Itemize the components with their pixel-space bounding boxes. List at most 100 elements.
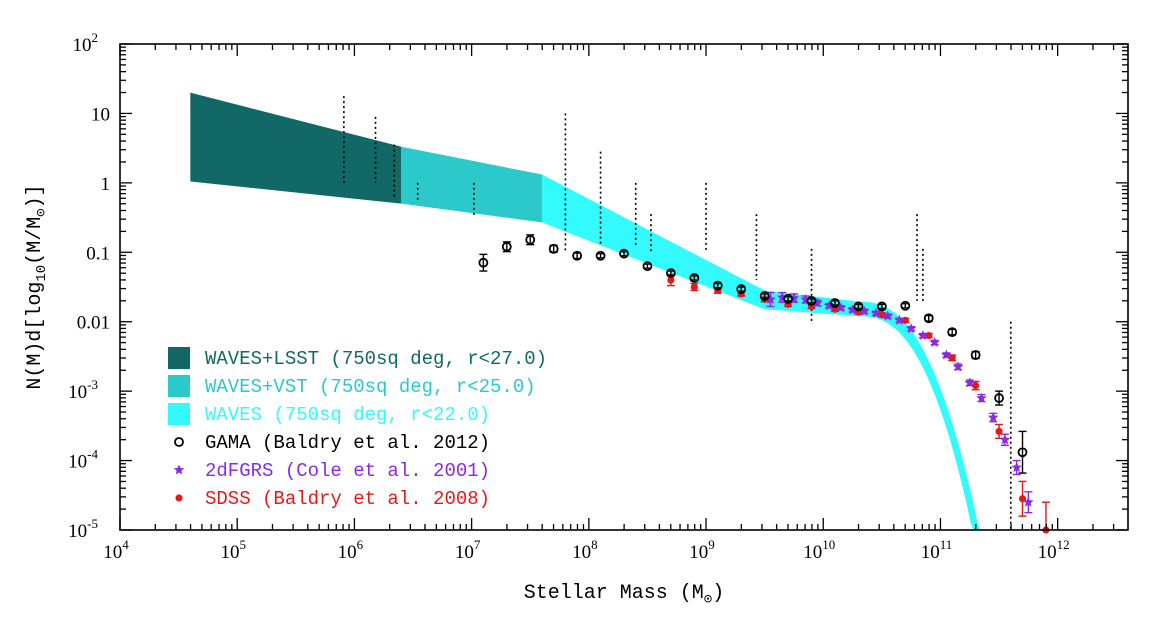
data-point <box>905 323 917 334</box>
data-point <box>572 250 583 261</box>
data-point <box>894 314 905 325</box>
x-tick-exponent: 9 <box>708 537 715 552</box>
data-point <box>642 261 653 272</box>
data-point <box>690 283 698 291</box>
data-point <box>947 327 958 338</box>
data-point <box>859 305 870 316</box>
band-waves-vst <box>401 146 542 223</box>
data-point <box>478 257 489 268</box>
y-tick-base: 10 <box>68 521 87 542</box>
y-tick-base: 10 <box>73 35 92 56</box>
y-tick-label: 10 <box>91 104 110 125</box>
data-point <box>972 381 980 390</box>
plot-area <box>190 92 1050 534</box>
y-tick-exponent: -4 <box>87 447 98 462</box>
x-tick-base: 10 <box>921 542 940 563</box>
data-point <box>501 241 512 252</box>
data-point <box>941 349 952 360</box>
data-point <box>925 332 933 340</box>
legend-label: WAVES+LSST (750sq deg, r<27.0) <box>205 348 547 370</box>
data-point <box>619 248 629 259</box>
x-tick-exponent: 8 <box>591 537 598 552</box>
data-point <box>876 301 887 312</box>
band-waves-lsst <box>190 92 402 204</box>
data-point <box>1023 496 1034 507</box>
y-tick-label: 10-4 <box>68 447 98 473</box>
x-tick-exponent: 10 <box>822 537 835 552</box>
legend-label: WAVES+VST (750sq deg, r<25.0) <box>205 376 536 398</box>
data-point <box>525 234 536 245</box>
data-point <box>870 307 882 318</box>
data-point <box>830 298 840 308</box>
data-point <box>882 310 893 321</box>
legend-swatch <box>168 347 190 369</box>
x-tick-base: 10 <box>338 542 357 563</box>
data-point <box>999 434 1011 445</box>
y-tick-label: 1 <box>101 174 111 195</box>
data-point <box>667 276 675 284</box>
data-point <box>900 300 911 311</box>
y-tick-base: 10 <box>68 452 87 473</box>
data-point <box>806 295 817 306</box>
data-point <box>595 250 606 261</box>
x-tick-base: 10 <box>455 542 474 563</box>
legend-marker <box>175 494 183 502</box>
data-point <box>976 392 987 403</box>
y-tick-exponent: 2 <box>92 30 99 45</box>
legend: WAVES+LSST (750sq deg, r<27.0) WAVES+VST … <box>168 347 547 510</box>
legend-swatch <box>168 403 190 425</box>
series-filled-circle <box>666 273 1050 534</box>
data-point <box>952 361 964 372</box>
x-axis: 104 105 106 107 108 109 1010 1011 1012 <box>103 44 1115 563</box>
x-tick-label: 106 <box>338 537 364 563</box>
y-tick-exponent: -3 <box>87 377 98 392</box>
data-point <box>1011 462 1022 472</box>
data-point <box>917 330 929 340</box>
data-point <box>712 280 723 291</box>
y-tick-exponent: -5 <box>87 516 98 531</box>
y-tick-label: 0.1 <box>86 243 110 264</box>
y-tick-label: 10-3 <box>68 377 98 403</box>
galaxy-markers <box>343 96 1012 530</box>
x-tick-label: 105 <box>220 537 246 563</box>
legend-label: WAVES (750sq deg, r<22.0) <box>205 404 490 426</box>
data-point <box>847 304 858 315</box>
x-tick-label: 108 <box>572 537 598 563</box>
data-point <box>948 354 956 362</box>
y-tick-label: 0.01 <box>77 313 110 334</box>
x-tick-label: 1011 <box>921 537 953 563</box>
data-point <box>970 350 981 360</box>
legend-label: SDSS (Baldry et al. 2008) <box>205 488 490 510</box>
data-point <box>736 284 747 294</box>
data-point <box>548 243 559 254</box>
x-tick-base: 10 <box>220 542 239 563</box>
x-tick-exponent: 7 <box>474 537 481 552</box>
x-tick-label: 1010 <box>803 537 835 563</box>
y-tick-label: 10-5 <box>68 516 98 542</box>
x-tick-label: 104 <box>103 537 129 563</box>
data-point <box>929 337 940 347</box>
x-tick-exponent: 11 <box>940 537 953 552</box>
data-point <box>995 427 1003 436</box>
y-tick-label: 102 <box>73 30 99 56</box>
x-tick-exponent: 4 <box>122 537 129 552</box>
band-waves <box>542 174 1035 530</box>
legend-label: GAMA (Baldry et al. 2012) <box>205 432 490 454</box>
data-point <box>835 302 847 313</box>
legend-label: 2dFGRS (Cole et al. 2001) <box>205 460 490 482</box>
x-tick-base: 10 <box>689 542 708 563</box>
legend-marker <box>174 437 184 447</box>
legend-marker <box>173 464 185 475</box>
y-axis-label: N(M)d[log10(M/M⊙)] <box>24 184 50 389</box>
data-point <box>812 297 823 308</box>
data-point <box>783 293 793 304</box>
data-point <box>878 311 886 319</box>
data-point <box>823 300 835 311</box>
data-point <box>665 268 676 279</box>
x-axis-label: Stellar Mass (M⊙) <box>524 582 724 608</box>
x-tick-base: 10 <box>572 542 591 563</box>
data-point <box>853 301 864 312</box>
x-tick-exponent: 12 <box>1057 537 1070 552</box>
